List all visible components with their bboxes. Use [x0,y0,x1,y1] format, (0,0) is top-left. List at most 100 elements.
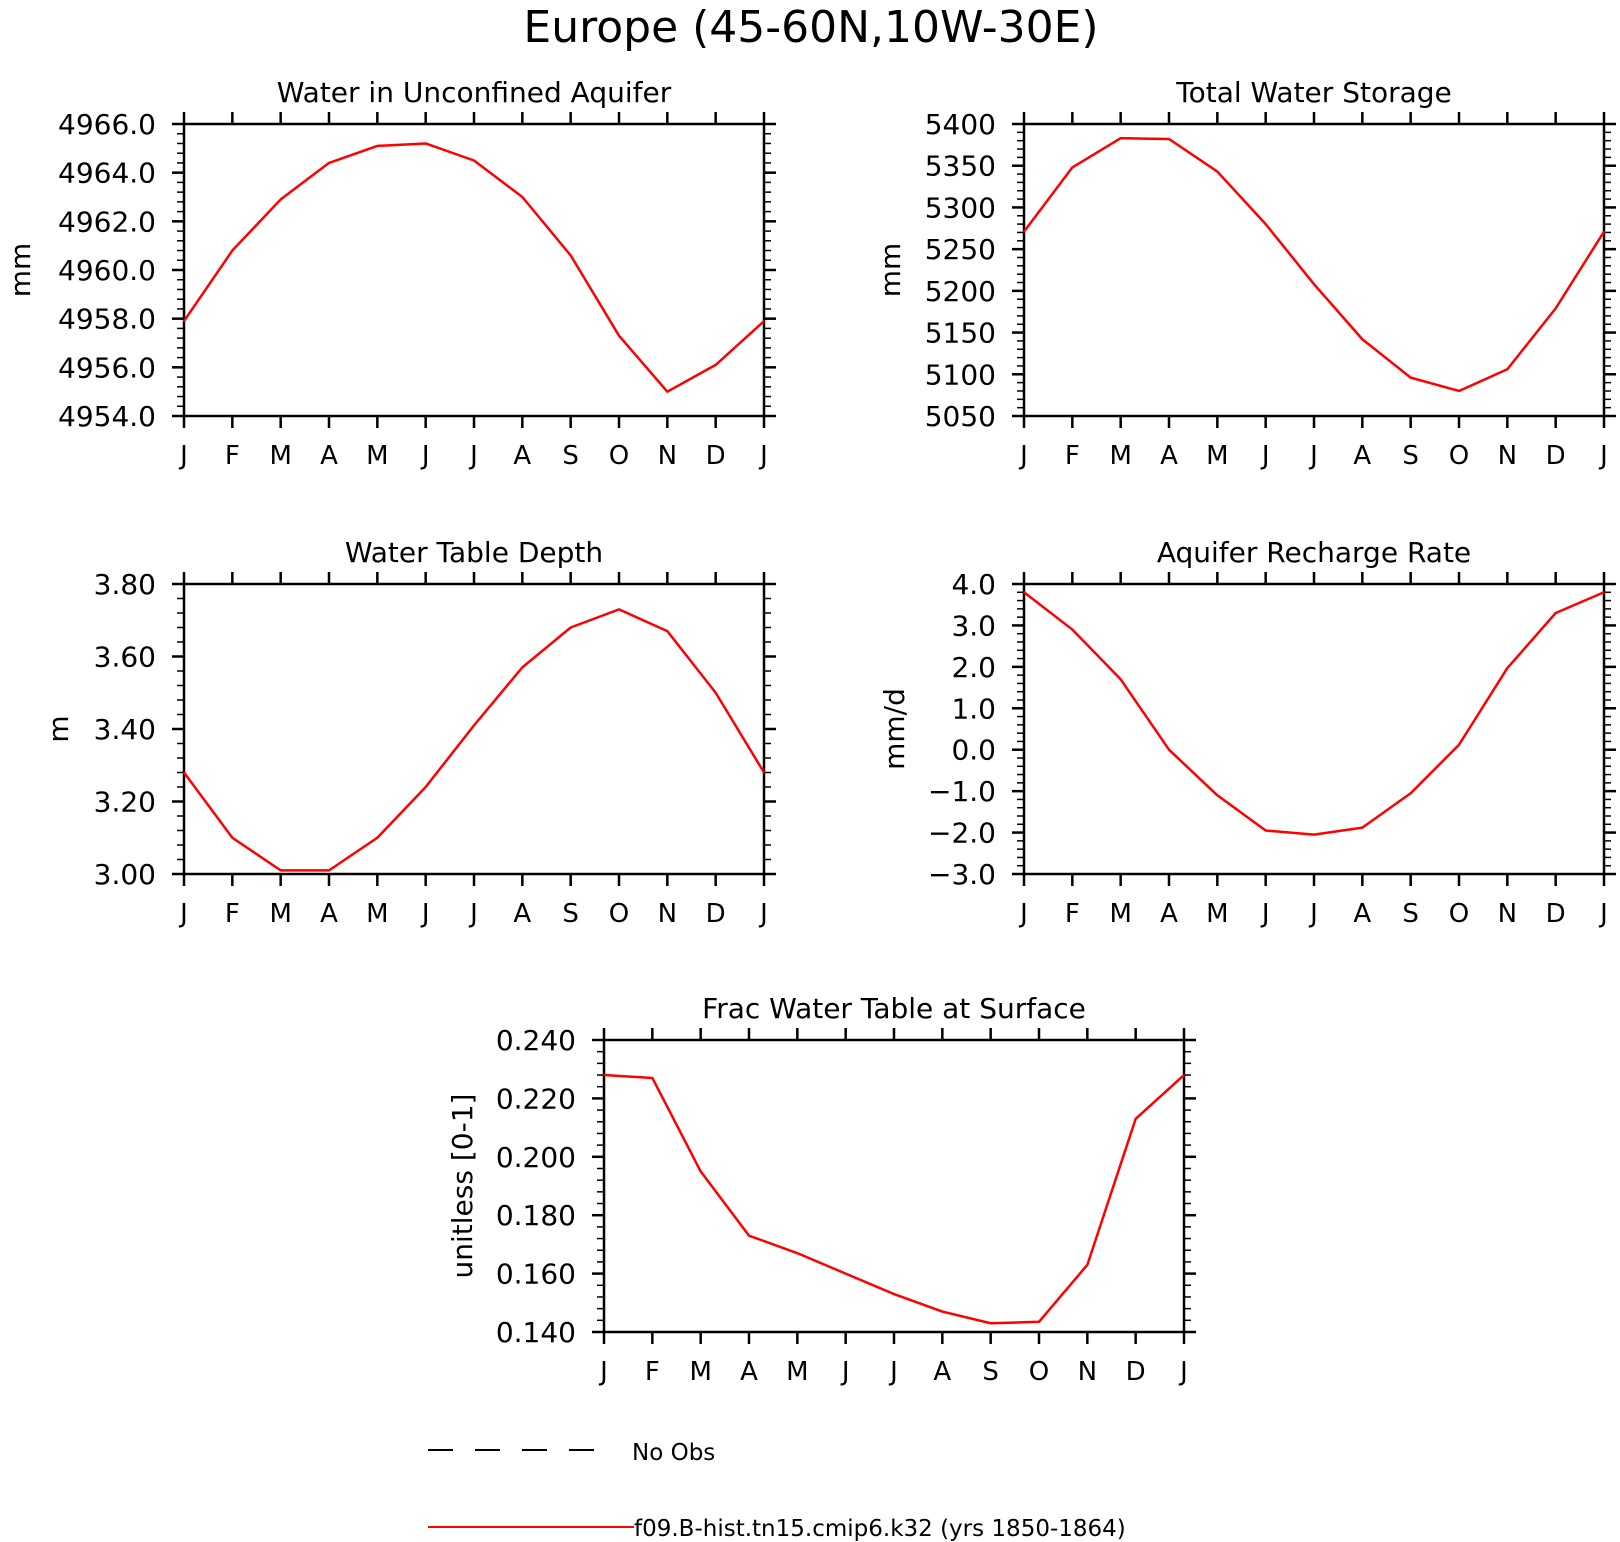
data-point [651,1077,654,1079]
data-point [666,630,669,632]
y-tick-label: 3.0 [951,609,996,642]
x-tick-label: A [1353,441,1371,471]
y-tick-label: −1.0 [928,775,996,808]
x-tick-label: J [1018,899,1028,929]
y-tick-label: −3.0 [928,858,996,891]
y-tick-label: 5400 [925,108,996,141]
data-point [1038,1320,1040,1323]
data-point [1216,794,1219,797]
data-point [569,626,572,629]
legend-item-model: f09.B-hist.tn15.cmip6.k32 (yrs 1850-1864… [428,1516,1126,1542]
x-tick-label: M [1109,899,1131,929]
data-point [1361,826,1364,829]
y-axis-label: m [42,715,75,742]
figure-title: Europe (45-60N,10W-30E) [523,2,1098,53]
x-tick-label: A [740,1357,758,1387]
data-point [1183,1074,1185,1076]
data-point [183,771,185,774]
y-tick-label: 5150 [925,317,996,350]
y-tick-label: 3.20 [94,786,156,819]
x-tick-label: A [1160,899,1178,929]
series-line [1023,136,1606,393]
y-tick-label: 4966.0 [58,108,156,141]
y-tick-label: 3.40 [94,713,156,746]
x-tick-label: N [658,899,677,929]
x-tick-label: O [609,899,629,929]
y-tick-label: 0.220 [496,1082,576,1115]
x-tick-label: A [320,899,338,929]
x-tick-label: A [320,441,338,471]
data-point [521,196,524,198]
y-tick-label: 5300 [925,191,996,224]
data-point [1086,1264,1089,1266]
y-tick-label: 0.200 [496,1141,576,1174]
y-tick-label: 2.0 [951,651,996,684]
x-tick-label: J [1598,441,1608,471]
data-point [748,1234,750,1237]
x-tick-label: J [468,899,478,929]
x-tick-label: J [1260,441,1270,471]
y-tick-label: 4960.0 [58,254,156,287]
y-tick-label: 4.0 [951,568,996,601]
x-tick-label: J [840,1357,850,1387]
x-tick-label: J [758,441,768,471]
x-tick-label: M [366,899,388,929]
data-point [796,1252,799,1254]
x-tick-label: O [609,441,629,471]
x-tick-label: D [706,441,726,471]
data-point [1313,833,1315,836]
legend-item-no-obs: No Obs [428,1440,715,1466]
x-tick-label: J [598,1357,608,1387]
data-point [1264,223,1267,225]
data-point [1168,748,1170,751]
y-tick-label: 0.240 [496,1024,576,1057]
x-tick-label: J [178,899,188,929]
data-point [618,608,620,611]
x-tick-label: S [1402,899,1419,929]
data-point [1603,230,1605,233]
x-tick-label: M [269,899,291,929]
x-tick-label: J [1308,441,1318,471]
x-tick-label: A [513,441,531,471]
data-point [376,145,379,147]
data-point [1264,829,1267,832]
x-tick-label: J [1598,899,1608,929]
data-point [763,320,765,322]
data-point [1216,170,1219,173]
x-tick-label: M [786,1357,808,1387]
x-tick-label: F [645,1357,660,1387]
data-point [1409,792,1412,795]
data-point [328,869,330,872]
x-tick-label: S [562,441,579,471]
data-point [1506,667,1509,669]
x-tick-label: D [1546,899,1566,929]
plot-frame [1022,582,1606,876]
y-tick-label: 0.140 [496,1316,576,1349]
data-point [1409,376,1412,379]
x-tick-label: J [888,1357,898,1387]
x-tick-label: D [1546,441,1566,471]
x-tick-label: D [1126,1357,1146,1387]
legend: No Obs f09.B-hist.tn15.cmip6.k32 (yrs 18… [428,1440,1126,1542]
data-point [1554,612,1557,614]
data-point [1361,338,1364,341]
data-point [424,786,427,788]
x-tick-label: N [1078,1357,1097,1387]
x-tick-label: J [1018,441,1028,471]
y-tick-label: 5350 [925,150,996,183]
data-point [714,691,717,694]
data-point [844,1272,847,1275]
x-tick-label: J [468,441,478,471]
y-axis-label: unitless [0-1] [446,1094,479,1279]
y-tick-label: 5050 [925,400,996,433]
data-point [279,198,282,201]
series-line [603,1073,1185,1325]
chart-title: Total Water Storage [1175,76,1452,109]
y-tick-label: 5100 [925,358,996,391]
x-tick-label: M [1206,899,1228,929]
x-tick-label: F [1065,441,1080,471]
data-point [279,869,282,872]
